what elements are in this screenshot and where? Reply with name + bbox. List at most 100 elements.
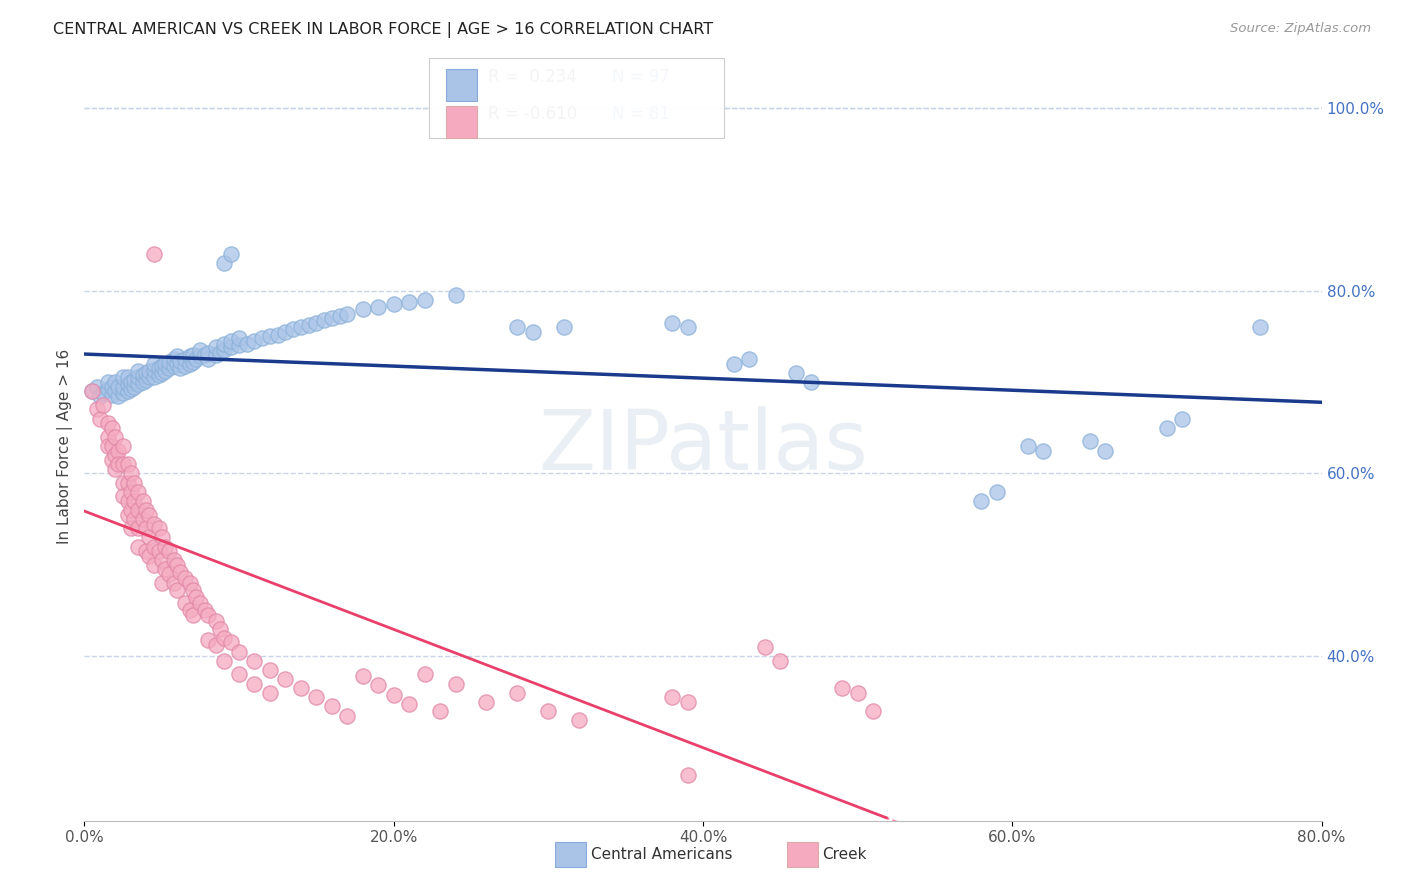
Point: [82, 384, 104, 399]
Point: [212, 654, 235, 668]
Point: [228, 667, 250, 681]
Point: [1017, 439, 1039, 453]
Point: [352, 669, 374, 683]
Point: [127, 364, 149, 378]
Point: [163, 359, 186, 373]
Point: [143, 558, 166, 572]
Point: [522, 325, 544, 339]
Point: [166, 583, 188, 598]
Point: [107, 443, 129, 458]
Point: [846, 686, 869, 700]
Point: [143, 540, 166, 554]
Point: [96, 375, 118, 389]
Point: [831, 681, 853, 695]
Point: [104, 462, 127, 476]
Point: [150, 576, 173, 591]
Point: [212, 336, 235, 351]
Point: [104, 375, 127, 389]
Point: [970, 493, 993, 508]
Point: [194, 603, 217, 617]
Point: [148, 361, 170, 376]
Point: [444, 288, 467, 302]
Point: [506, 320, 529, 334]
Point: [188, 350, 211, 364]
Point: [138, 530, 160, 544]
Point: [91, 386, 114, 401]
Point: [143, 363, 166, 377]
Point: [101, 388, 124, 402]
Point: [96, 439, 118, 453]
Point: [107, 457, 129, 471]
Point: [209, 346, 232, 360]
Point: [179, 603, 201, 617]
Point: [143, 357, 166, 371]
Point: [181, 608, 204, 623]
Point: [150, 530, 173, 544]
Point: [143, 370, 166, 384]
Text: N = 97: N = 97: [612, 68, 669, 86]
Point: [112, 475, 135, 490]
Point: [174, 572, 197, 586]
Point: [120, 503, 142, 517]
Point: [135, 366, 157, 380]
Point: [169, 354, 191, 368]
Point: [769, 654, 792, 668]
Point: [89, 411, 111, 425]
Point: [243, 676, 266, 690]
Point: [107, 379, 129, 393]
Point: [122, 475, 145, 490]
Point: [112, 439, 135, 453]
Point: [132, 368, 155, 382]
Point: [235, 336, 259, 351]
Point: [723, 357, 745, 371]
Point: [181, 583, 204, 598]
Point: [127, 484, 149, 499]
Point: [321, 311, 343, 326]
Point: [305, 690, 328, 705]
Point: [169, 361, 191, 376]
Point: [174, 596, 197, 610]
Point: [101, 452, 124, 467]
Point: [159, 355, 180, 369]
Point: [367, 678, 389, 692]
Point: [321, 699, 343, 714]
Point: [444, 676, 467, 690]
Point: [738, 352, 761, 367]
Point: [153, 357, 176, 371]
Point: [1078, 434, 1101, 449]
Point: [166, 350, 188, 364]
Point: [328, 310, 352, 324]
Point: [159, 544, 180, 558]
Point: [174, 359, 197, 373]
Point: [194, 348, 217, 362]
Point: [112, 386, 135, 401]
Point: [112, 457, 135, 471]
Point: [104, 430, 127, 444]
Text: ZIPatlas: ZIPatlas: [538, 406, 868, 486]
Point: [382, 688, 405, 702]
Point: [205, 348, 228, 362]
Point: [506, 686, 529, 700]
Point: [228, 331, 250, 345]
Point: [135, 503, 157, 517]
Text: R = -0.610: R = -0.610: [488, 105, 576, 123]
Point: [219, 635, 242, 649]
Point: [259, 329, 281, 343]
Point: [553, 320, 575, 334]
Point: [96, 382, 118, 396]
Point: [862, 704, 884, 718]
Point: [159, 361, 180, 376]
Point: [138, 508, 160, 522]
Text: N = 81: N = 81: [612, 105, 669, 123]
Point: [112, 370, 135, 384]
Point: [96, 430, 118, 444]
Point: [367, 300, 389, 314]
Point: [127, 376, 149, 391]
Point: [209, 622, 232, 636]
Point: [475, 695, 498, 709]
Point: [122, 379, 145, 393]
Point: [205, 340, 228, 354]
Point: [138, 364, 160, 378]
Point: [153, 540, 176, 554]
Point: [179, 357, 201, 371]
